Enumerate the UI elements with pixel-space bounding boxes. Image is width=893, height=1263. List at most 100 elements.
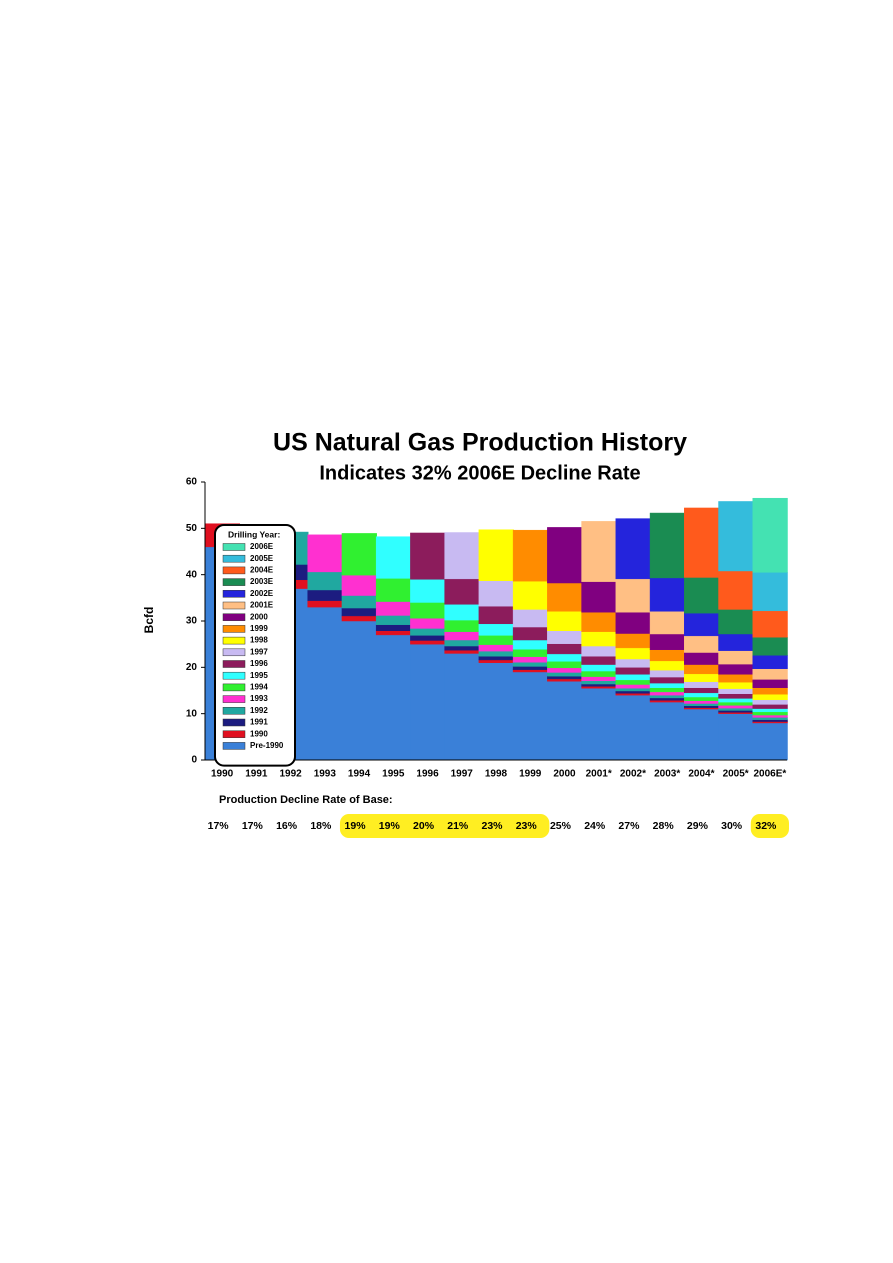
decline-rate: 19% xyxy=(345,820,367,832)
area-segment xyxy=(684,635,720,653)
area-segment xyxy=(410,640,446,645)
area-segment xyxy=(718,501,754,572)
legend-swatch xyxy=(222,590,246,598)
area-segment xyxy=(649,669,686,678)
area-segment xyxy=(684,705,720,708)
decline-rate: 16% xyxy=(276,820,298,832)
area-segment xyxy=(718,681,754,689)
area-segment xyxy=(615,518,651,580)
legend-label: 2000 xyxy=(250,612,268,621)
area-segment xyxy=(547,527,583,584)
legend-swatch xyxy=(222,613,246,621)
area-segment xyxy=(615,687,651,692)
area-segment xyxy=(444,649,480,654)
area-segment xyxy=(581,687,617,761)
x-tick-label: 2000 xyxy=(553,769,576,780)
area-segment xyxy=(444,604,480,621)
area-segment xyxy=(684,612,720,637)
decline-rate: 29% xyxy=(687,820,709,832)
area-segment xyxy=(718,707,754,711)
area-segment xyxy=(718,705,754,709)
x-tick-label: 1997 xyxy=(451,769,474,780)
area-segment xyxy=(684,687,720,694)
x-tick-label: 1998 xyxy=(485,769,508,780)
legend-label: 1998 xyxy=(250,636,268,645)
legend-label: 1995 xyxy=(250,671,268,680)
area-segment xyxy=(752,687,788,695)
area-segment xyxy=(718,698,754,703)
legend-swatch xyxy=(222,566,246,575)
x-tick-label: 2003* xyxy=(654,769,680,780)
decline-title: Production Decline Rate of Base: xyxy=(219,794,393,806)
area-segment xyxy=(512,669,549,673)
area-segment xyxy=(547,678,583,682)
area-segment xyxy=(752,704,788,709)
legend-swatch xyxy=(222,718,246,727)
area-segment xyxy=(615,693,651,696)
legend-label: 2002E xyxy=(250,589,274,598)
decline-rate: 17% xyxy=(208,820,230,832)
area-segment xyxy=(375,630,412,636)
area-segment xyxy=(512,529,549,582)
area-segment xyxy=(410,579,446,603)
area-segment xyxy=(375,578,412,602)
area-segment xyxy=(307,571,343,591)
area-segment xyxy=(649,687,686,693)
area-segment xyxy=(718,688,754,694)
legend-label: 2004E xyxy=(250,566,274,575)
decline-rate: 23% xyxy=(481,820,503,832)
x-tick-label: 1990 xyxy=(211,769,234,780)
area-segment xyxy=(752,497,788,573)
area-segment xyxy=(718,710,754,713)
area-segment xyxy=(410,643,446,761)
area-segment xyxy=(581,521,617,582)
area-segment xyxy=(649,701,686,761)
decline-highlight xyxy=(339,814,550,838)
area-segment xyxy=(718,663,754,675)
area-segment xyxy=(341,620,377,761)
area-segment xyxy=(752,572,788,612)
area-segment xyxy=(615,690,651,694)
area-segment xyxy=(615,611,651,634)
area-segment xyxy=(752,610,788,638)
legend-label: 2003E xyxy=(250,577,274,586)
legend-label: Pre-1990 xyxy=(250,741,284,750)
area-segment xyxy=(444,639,480,647)
area-segment xyxy=(341,607,377,617)
area-segment xyxy=(581,664,617,672)
legend-swatch xyxy=(222,695,246,703)
area-segment xyxy=(718,570,754,610)
area-segment xyxy=(375,601,412,616)
area-segment xyxy=(375,536,412,579)
area-segment xyxy=(684,577,720,614)
x-tick-label: 1991 xyxy=(245,769,268,780)
area-segment xyxy=(547,672,583,677)
area-segment xyxy=(478,655,514,661)
area-segment xyxy=(752,655,788,669)
area-segment xyxy=(649,633,686,650)
x-tick-label: 1999 xyxy=(519,769,542,780)
legend-swatch xyxy=(222,660,246,668)
area-segment xyxy=(410,635,446,641)
area-segment xyxy=(512,671,549,761)
area-segment xyxy=(547,582,583,612)
decline-rate: 27% xyxy=(618,820,640,832)
area-segment xyxy=(478,644,514,652)
area-segment xyxy=(410,532,446,580)
area-segment xyxy=(307,606,343,761)
area-segment xyxy=(718,650,754,665)
area-segment xyxy=(512,656,549,663)
area-segment xyxy=(752,719,788,722)
area-segment xyxy=(752,699,788,705)
area-segment xyxy=(684,652,720,665)
legend-swatch xyxy=(222,543,246,551)
decline-rate: 30% xyxy=(721,820,743,832)
area-segment xyxy=(547,630,583,644)
area-segment xyxy=(375,615,412,625)
area-segment xyxy=(684,673,720,682)
area-segment xyxy=(684,708,720,761)
area-segment xyxy=(547,611,583,631)
area-segment xyxy=(752,714,788,718)
area-segment xyxy=(547,680,583,761)
